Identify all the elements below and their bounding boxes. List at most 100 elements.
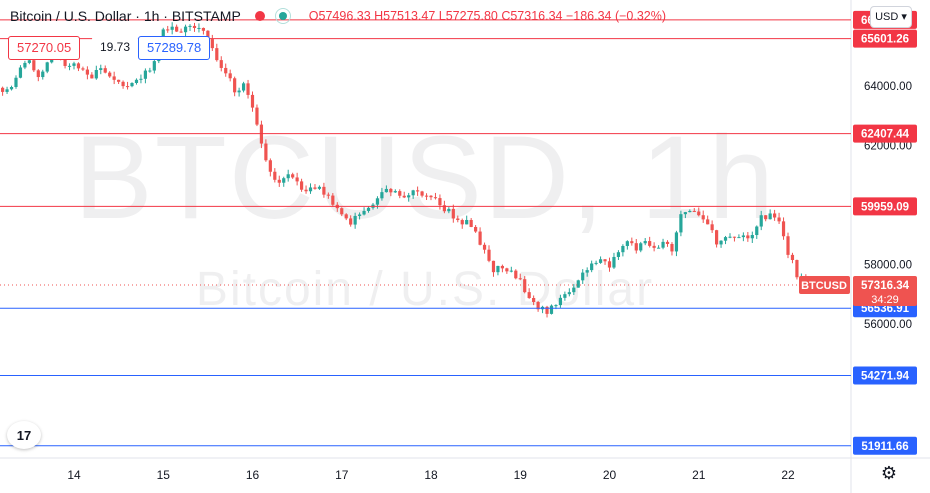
chart-header: Bitcoin / U.S. Dollar · 1h · BITSTAMP O5… <box>10 8 666 24</box>
y-tick-label: 58000.00 <box>864 260 912 272</box>
candle-body <box>264 143 268 161</box>
candle-body <box>509 270 513 272</box>
candle-body <box>358 214 362 216</box>
candle-body <box>612 256 616 268</box>
candle-body <box>683 212 687 215</box>
candle-body <box>353 215 357 225</box>
candle-body <box>639 243 643 251</box>
candle-body <box>764 215 768 220</box>
candle-body <box>41 71 45 78</box>
candle-body <box>451 208 455 219</box>
candle-body <box>407 195 411 198</box>
candle-body <box>438 198 442 206</box>
candle-body <box>723 237 728 241</box>
symbol-title[interactable]: Bitcoin / U.S. Dollar · 1h · BITSTAMP <box>10 8 241 24</box>
candle-body <box>103 68 107 73</box>
candle-body <box>139 78 143 80</box>
candle-body <box>549 305 554 314</box>
candle-body <box>594 262 598 264</box>
candle-body <box>23 62 27 68</box>
candle-body <box>447 208 451 212</box>
candle-body <box>14 77 18 87</box>
last-price-symbol: BTCUSD <box>801 280 847 292</box>
candle-body <box>375 198 380 205</box>
sell-price-button[interactable]: 57270.05 <box>8 36 81 60</box>
candle-body <box>590 263 594 271</box>
last-price-tag <box>853 276 917 307</box>
x-tick-label: 18 <box>424 468 438 482</box>
candle-body <box>313 187 317 189</box>
candle-body <box>241 83 246 91</box>
candle-body <box>152 61 156 71</box>
candle-body <box>45 62 49 72</box>
candle-body <box>710 224 714 231</box>
x-tick-label: 22 <box>781 468 795 482</box>
candle-body <box>656 247 661 249</box>
candle-countdown: 34:29 <box>871 294 899 306</box>
resistance-level-tag <box>853 124 917 143</box>
candle-body <box>393 191 397 193</box>
candle-body <box>630 241 634 244</box>
candle-body <box>625 241 629 246</box>
candle-body <box>460 220 464 225</box>
candle-body <box>777 217 781 222</box>
candle-body <box>442 205 446 212</box>
candle-body <box>416 190 420 192</box>
candle-body <box>148 70 152 72</box>
candle-body <box>433 197 438 199</box>
candle-body <box>308 187 313 192</box>
x-tick-label: 19 <box>514 468 528 482</box>
candle-body <box>585 270 589 273</box>
candle-body <box>384 188 388 193</box>
candle-body <box>143 70 147 79</box>
candle-body <box>500 265 504 269</box>
candle-body <box>572 287 576 293</box>
candle-body <box>581 272 585 281</box>
x-tick-label: 16 <box>246 468 260 482</box>
candle-body <box>331 195 335 205</box>
candle-body <box>786 236 790 255</box>
spread-value: 19.73 <box>92 36 139 58</box>
candle-body <box>304 189 308 192</box>
candle-body <box>411 190 415 196</box>
tradingview-logo-icon[interactable]: 17 <box>7 421 41 449</box>
currency-select[interactable]: USD ▾ <box>870 6 912 28</box>
candle-body <box>532 298 536 303</box>
settings-gear-icon[interactable]: ⚙ <box>880 463 898 483</box>
candle-body <box>536 302 540 310</box>
candle-body <box>768 213 772 220</box>
candle-body <box>299 181 304 190</box>
candle-body <box>121 81 125 87</box>
live-status-icon <box>274 8 291 24</box>
candle-body <box>643 241 647 244</box>
candle-body <box>85 69 89 75</box>
candle-body <box>755 226 759 236</box>
candle-body <box>505 268 509 272</box>
candle-body <box>465 219 469 225</box>
candle-body <box>130 82 134 87</box>
x-tick-label: 17 <box>335 468 349 482</box>
candle-body <box>554 305 558 307</box>
candle-body <box>674 232 679 252</box>
x-tick-label: 20 <box>603 468 617 482</box>
candle-body <box>496 265 500 273</box>
candle-body <box>781 221 786 237</box>
candle-body <box>728 236 732 238</box>
support-level-tag <box>853 366 917 385</box>
candle-body <box>72 63 76 66</box>
x-tick-label: 21 <box>692 468 706 482</box>
candle-body <box>233 78 237 93</box>
x-tick-label: 14 <box>67 468 81 482</box>
candle-body <box>741 235 745 238</box>
candle-body <box>648 241 652 246</box>
candle-body <box>563 294 567 298</box>
x-tick-label: 15 <box>157 468 171 482</box>
support-level-label: 51911.66 <box>861 441 908 453</box>
candle-body <box>389 188 393 193</box>
buy-price-button[interactable]: 57289.78 <box>138 36 211 60</box>
candle-body <box>273 171 277 180</box>
candle-body <box>474 226 478 232</box>
candle-body <box>291 174 295 178</box>
